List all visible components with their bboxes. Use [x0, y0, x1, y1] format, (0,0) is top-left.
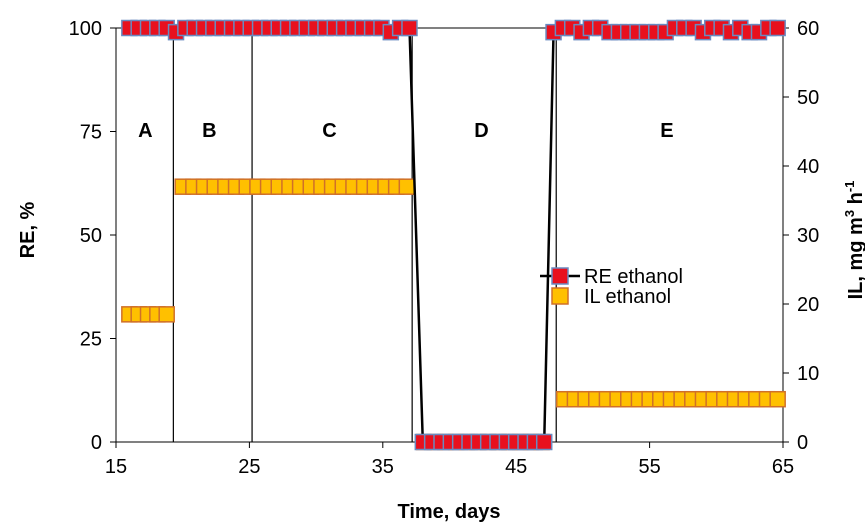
legend-il-marker [551, 287, 569, 305]
y-right-tick-label: 50 [797, 87, 819, 109]
x-tick-label: 65 [772, 456, 794, 478]
series-layer [121, 19, 786, 451]
data-point-re-ethanol [535, 433, 553, 451]
plot-frame [115, 27, 784, 443]
phase-label-a: A [138, 120, 152, 142]
y-right-axis: 0 10 20 30 40 50 60 [783, 18, 819, 454]
y-right-tick-label: 40 [797, 156, 819, 178]
y-left-axis: 0 25 50 75 100 [69, 18, 116, 454]
legend: RE ethanol IL ethanol [540, 266, 683, 308]
x-axis-title: Time, days [397, 501, 500, 523]
y-left-tick-label: 50 [80, 225, 102, 247]
y-right-tick-label: 0 [797, 432, 808, 454]
y-right-tick-label: 20 [797, 294, 819, 316]
y-right-tick-label: 30 [797, 225, 819, 247]
y-left-tick-label: 25 [80, 329, 102, 351]
y-right-axis-title: IL, mg m3 h-1 [842, 181, 865, 300]
legend-re-label: RE ethanol [584, 266, 683, 288]
data-point-il-ethanol [769, 390, 786, 408]
y-right-axis-title-mid: h [845, 192, 865, 210]
x-tick-label: 25 [238, 456, 260, 478]
legend-il-label: IL ethanol [584, 286, 671, 308]
phase-label-b: B [202, 120, 216, 142]
x-tick-label: 35 [372, 456, 394, 478]
legend-re-marker [551, 267, 569, 285]
phase-label-c: C [322, 120, 336, 142]
x-tick-label: 55 [638, 456, 660, 478]
series-line-re-ethanol [129, 26, 778, 444]
y-right-axis-title-sup2: -1 [842, 181, 857, 193]
y-right-axis-title-sup1: 3 [842, 210, 857, 217]
data-point-il-ethanol [398, 178, 416, 195]
y-right-tick-label: 10 [797, 363, 819, 385]
phase-label-e: E [660, 120, 673, 142]
data-point-re-ethanol [769, 19, 786, 37]
phase-labels: A B C D E [138, 120, 673, 142]
phase-label-d: D [474, 120, 488, 142]
phase-lines [172, 28, 557, 442]
y-right-tick-label: 60 [797, 18, 819, 40]
data-point-re-ethanol [401, 19, 418, 37]
data-point-il-ethanol [158, 306, 175, 323]
y-right-axis-title-main: IL, mg m [845, 217, 865, 299]
y-left-axis-title: RE, % [17, 201, 39, 258]
y-left-tick-label: 75 [80, 122, 102, 144]
y-left-tick-label: 100 [69, 18, 102, 40]
x-tick-label: 45 [505, 456, 527, 478]
y-left-tick-label: 0 [91, 432, 102, 454]
x-tick-label: 15 [105, 456, 127, 478]
